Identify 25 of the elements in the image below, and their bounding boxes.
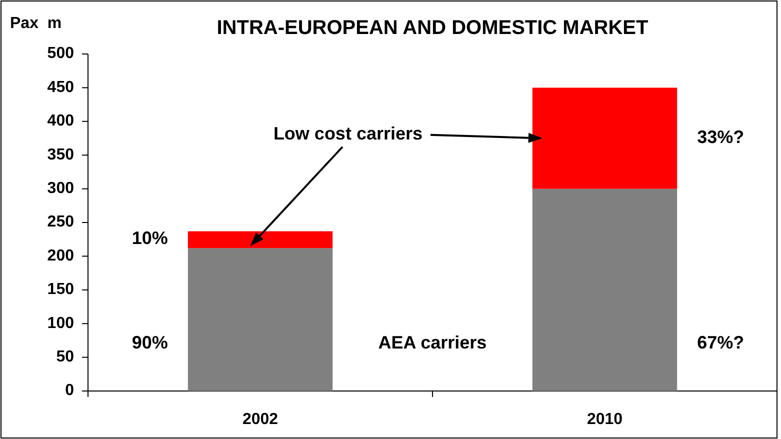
y-tick-label: 100: [47, 314, 74, 332]
y-axis-title: Pax m: [10, 15, 62, 32]
y-tick-label: 350: [47, 146, 74, 164]
annotation: 90%: [132, 332, 168, 353]
text: Low cost carriers: [273, 124, 422, 144]
y-tick-label: 50: [56, 348, 74, 366]
y-tick-label: 200: [47, 247, 74, 264]
y-tick-label: 400: [47, 112, 74, 130]
bar: [188, 248, 333, 391]
bar: [532, 188, 678, 391]
y-tick-label: 500: [47, 45, 74, 62]
bar: [532, 88, 678, 189]
chart-title: INTRA-EUROPEAN AND DOMESTIC MARKET: [216, 17, 648, 39]
y-tick-label: 0: [65, 382, 74, 400]
x-tick-label: 2002: [242, 411, 278, 428]
y-tick-label: 250: [47, 214, 74, 231]
bar: [188, 231, 333, 248]
y-tick-label: 450: [47, 78, 74, 96]
annotation: 67%?: [697, 332, 744, 353]
annotation: 10%: [132, 228, 168, 248]
y-tick-label: 300: [47, 180, 74, 198]
annotation: 33%?: [697, 127, 744, 147]
text: AEA carriers: [378, 332, 487, 353]
y-tick-label: 150: [47, 281, 74, 298]
x-tick-label: 2010: [586, 411, 623, 428]
